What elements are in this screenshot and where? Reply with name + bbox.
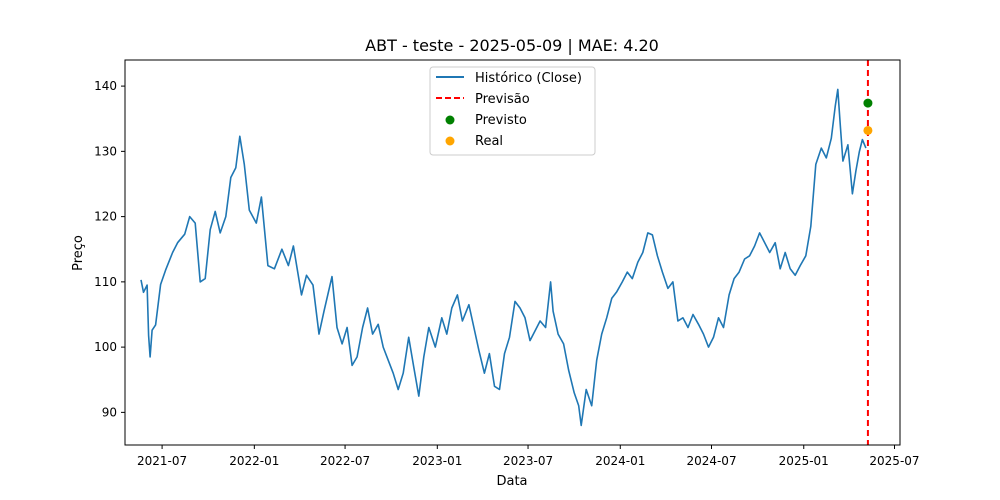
legend-swatch-dot	[445, 136, 455, 146]
legend-label: Previsão	[475, 92, 530, 107]
legend: Histórico (Close) Previsão Previsto Real	[429, 66, 596, 156]
x-tick-label: 2024-01	[595, 454, 645, 468]
x-tick-label: 2022-01	[229, 454, 279, 468]
y-axis-label: Preço	[71, 235, 86, 271]
plot-area	[140, 60, 873, 445]
legend-box	[429, 66, 596, 156]
x-tick-label: 2021-07	[137, 454, 187, 468]
chart-title: ABT - teste - 2025-05-09 | MAE: 4.20	[365, 36, 659, 55]
y-tick-label: 110	[94, 275, 117, 289]
actual-point	[863, 125, 873, 135]
x-axis-label: Data	[496, 474, 527, 489]
x-tick-label: 2024-07	[686, 454, 736, 468]
legend-swatch-dot	[445, 115, 455, 125]
y-tick-label: 100	[94, 340, 117, 354]
y-tick-label: 120	[94, 210, 117, 224]
predicted-point	[863, 98, 873, 108]
y-tick-label: 90	[102, 405, 117, 419]
y-axis: 90 100 110 120 130 140	[94, 79, 125, 419]
history-series-line	[140, 88, 867, 427]
legend-label: Histórico (Close)	[475, 71, 582, 86]
x-tick-label: 2025-01	[779, 454, 829, 468]
x-tick-label: 2025-07	[869, 454, 919, 468]
legend-label: Real	[475, 134, 503, 149]
plot-frame	[124, 59, 901, 446]
x-tick-label: 2023-01	[412, 454, 462, 468]
legend-label: Previsto	[475, 113, 527, 128]
y-tick-label: 140	[94, 79, 117, 93]
x-tick-label: 2022-07	[320, 454, 370, 468]
x-axis: 2021-07 2022-01 2022-07 2023-01 2023-07 2024-…	[137, 445, 920, 468]
y-tick-label: 130	[94, 144, 117, 158]
x-tick-label: 2023-07	[503, 454, 553, 468]
